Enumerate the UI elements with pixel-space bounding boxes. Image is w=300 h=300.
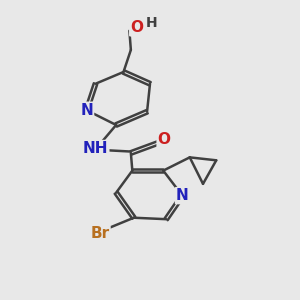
Text: O: O <box>158 132 171 147</box>
Text: O: O <box>130 20 143 35</box>
Text: N: N <box>176 188 189 203</box>
Text: NH: NH <box>83 141 108 156</box>
Text: H: H <box>146 16 157 30</box>
Text: N: N <box>80 103 93 118</box>
Text: Br: Br <box>90 226 110 242</box>
